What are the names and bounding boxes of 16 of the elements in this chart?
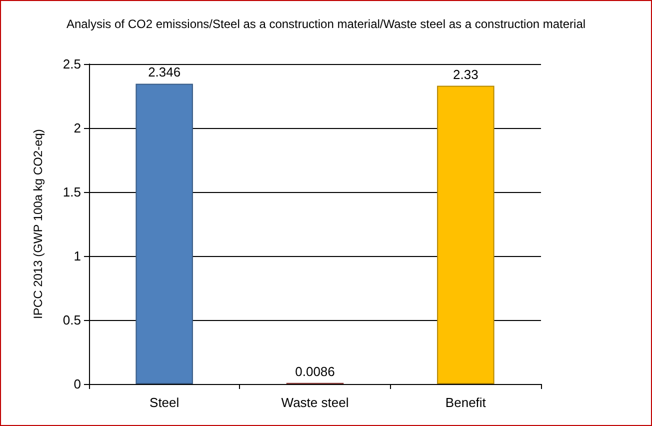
y-axis-title: IPCC 2013 (GWP 100a kg CO2-eq) <box>31 129 45 319</box>
bar <box>437 86 494 384</box>
y-tick-label: 0.5 <box>62 312 81 328</box>
y-tick-label: 1 <box>74 248 81 264</box>
x-tick-label: Waste steel <box>281 395 349 410</box>
x-tick-label: Benefit <box>445 395 486 410</box>
chart-title: Analysis of CO2 emissions/Steel as a construction material/Waste steel as a construction material <box>66 17 586 31</box>
x-tick-label: Steel <box>150 395 180 410</box>
y-tick-label: 2.5 <box>62 56 81 72</box>
bar <box>136 84 193 384</box>
y-tick-label: 0 <box>74 376 81 392</box>
data-label: 0.0086 <box>295 364 335 379</box>
data-label: 2.346 <box>148 64 181 80</box>
data-label: 2.33 <box>453 66 478 82</box>
y-tick-label: 2 <box>74 120 81 136</box>
y-tick-label: 1.5 <box>62 184 81 200</box>
